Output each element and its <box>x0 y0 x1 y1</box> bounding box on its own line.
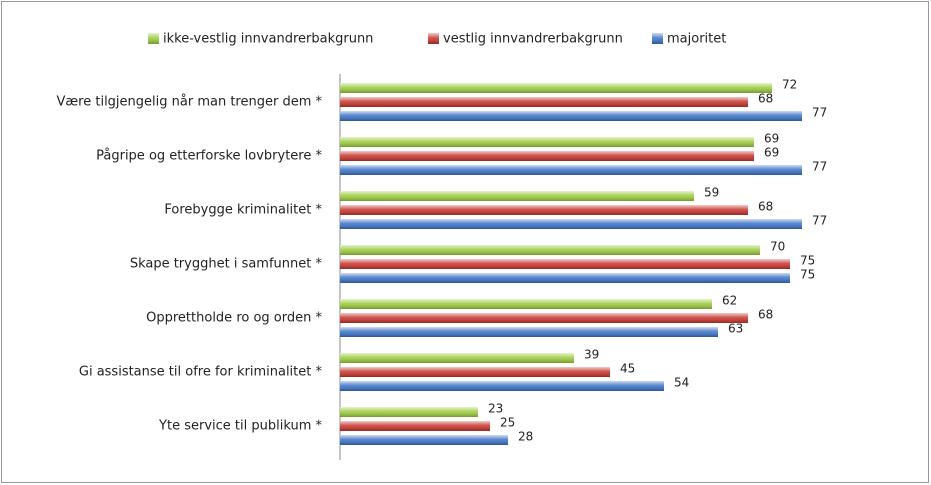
y-tick-label: Yte service til publikum * <box>158 419 322 434</box>
y-tick-label: Være tilgjengelig når man trenger dem * <box>57 95 323 110</box>
value-label: 70 <box>770 240 785 254</box>
y-tick-label: Forebygge kriminalitet * <box>164 203 322 218</box>
bar-shine <box>340 299 712 309</box>
legend-label: vestlig innvandrerbakgrunn <box>443 32 623 47</box>
value-label: 69 <box>764 146 779 160</box>
bar-shine <box>340 313 748 323</box>
bar-shine <box>340 273 790 283</box>
value-label: 75 <box>800 254 815 268</box>
bar-shine <box>340 381 664 391</box>
value-label: 63 <box>728 322 743 336</box>
bar-shine <box>340 137 754 147</box>
bar-shine <box>340 83 772 93</box>
y-tick-label: Gi assistanse til ofre for kriminalitet … <box>79 365 323 380</box>
value-label: 68 <box>758 200 773 214</box>
legend-label: ikke-vestlig innvandrerbakgrunn <box>163 32 373 47</box>
bar-shine <box>340 245 760 255</box>
bar-shine <box>340 435 508 445</box>
legend-swatch-shine <box>428 33 439 44</box>
value-label: 68 <box>758 308 773 322</box>
value-label: 45 <box>620 362 635 376</box>
bar-shine <box>340 97 748 107</box>
value-label: 54 <box>674 376 689 390</box>
y-tick-label: Opprettholde ro og orden * <box>146 311 322 326</box>
value-label: 59 <box>704 186 719 200</box>
y-tick-label: Skape trygghet i samfunnet * <box>130 257 323 272</box>
value-label: 68 <box>758 92 773 106</box>
bar-shine <box>340 353 574 363</box>
legend-label: majoritet <box>667 32 726 47</box>
value-label: 72 <box>782 78 797 92</box>
bar-shine <box>340 111 802 121</box>
value-label: 69 <box>764 132 779 146</box>
bar-shine <box>340 151 754 161</box>
value-label: 77 <box>812 106 827 120</box>
legend-swatch-shine <box>652 33 663 44</box>
bar-shine <box>340 191 694 201</box>
y-tick-label: Pågripe og etterforske lovbrytere * <box>96 149 322 164</box>
bar-shine <box>340 367 610 377</box>
bar-shine <box>340 219 802 229</box>
bar-shine <box>340 205 748 215</box>
value-label: 28 <box>518 430 533 444</box>
legend-swatch-shine <box>148 33 159 44</box>
value-label: 39 <box>584 348 599 362</box>
value-label: 77 <box>812 160 827 174</box>
bar-shine <box>340 259 790 269</box>
value-label: 62 <box>722 294 737 308</box>
value-label: 77 <box>812 214 827 228</box>
value-label: 75 <box>800 268 815 282</box>
bar-shine <box>340 165 802 175</box>
bar-shine <box>340 327 718 337</box>
bar-shine <box>340 421 490 431</box>
value-label: 23 <box>488 402 503 416</box>
value-label: 25 <box>500 416 515 430</box>
bar-shine <box>340 407 478 417</box>
